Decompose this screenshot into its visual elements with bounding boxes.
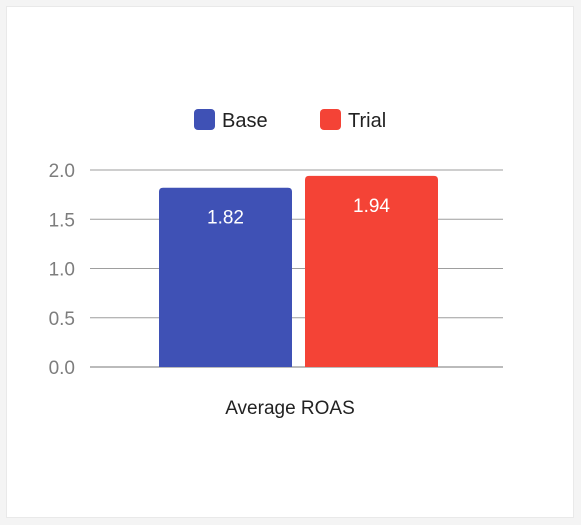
gridlines <box>90 169 503 368</box>
data-label-base: 1.82 <box>207 208 244 229</box>
y-tick-label: 1.0 <box>49 260 75 281</box>
legend: Base Trial <box>194 109 386 132</box>
data-labels: 1.82 1.94 <box>207 196 390 229</box>
y-tick-label: 0.0 <box>49 358 75 379</box>
x-category-label: Average ROAS <box>225 398 355 419</box>
y-tick-label: 1.5 <box>49 210 75 231</box>
bar-trial <box>305 175 438 367</box>
legend-swatch-trial <box>320 109 341 130</box>
y-tick-label: 0.5 <box>49 309 75 330</box>
y-tick-label: 2.0 <box>49 161 75 182</box>
data-label-trial: 1.94 <box>353 196 390 217</box>
bar-base <box>159 187 292 367</box>
bars <box>159 175 438 367</box>
legend-swatch-base <box>194 109 215 130</box>
legend-label-trial: Trial <box>348 110 386 132</box>
legend-label-base: Base <box>222 110 268 132</box>
y-axis-ticks: 0.0 0.5 1.0 1.5 2.0 <box>49 161 75 379</box>
